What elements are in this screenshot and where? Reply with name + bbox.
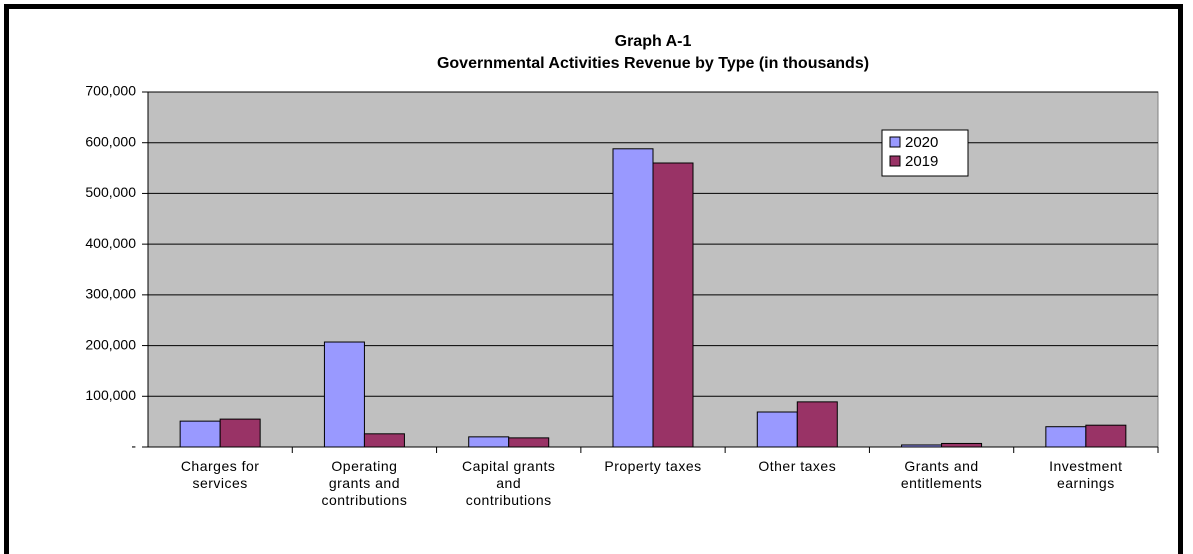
legend-swatch xyxy=(889,136,901,148)
bar xyxy=(468,436,510,448)
bar xyxy=(652,162,694,448)
legend-swatch xyxy=(889,155,901,167)
y-tick-label: 500,000 xyxy=(85,184,136,200)
bar xyxy=(612,148,654,448)
y-tick-label: 700,000 xyxy=(85,83,136,99)
y-tick-label: 300,000 xyxy=(85,286,136,302)
legend-label: 2019 xyxy=(905,153,938,170)
x-tick-label: Grants and entitlements xyxy=(900,458,983,491)
y-tick-label: 400,000 xyxy=(85,235,136,251)
bar xyxy=(756,411,798,448)
x-tick-label: Property taxes xyxy=(604,458,702,474)
chart-title: Graph A-1 xyxy=(615,33,692,50)
frame xyxy=(4,4,1183,554)
y-tick-label: - xyxy=(131,438,136,454)
bar xyxy=(901,444,943,448)
y-tick-label: 200,000 xyxy=(85,336,136,352)
bar xyxy=(508,437,550,448)
bar xyxy=(179,420,221,448)
bar xyxy=(363,433,405,448)
x-tick-label: Charges for services xyxy=(180,458,260,491)
chart-subtitle: Governmental Activities Revenue by Type … xyxy=(437,55,869,72)
bar xyxy=(219,418,261,448)
bar xyxy=(323,341,365,448)
x-tick-label: Investment earnings xyxy=(1049,458,1123,491)
legend-label: 2020 xyxy=(905,134,938,151)
y-tick-label: 600,000 xyxy=(85,133,136,149)
bar xyxy=(1085,424,1127,448)
bar xyxy=(941,442,983,448)
x-tick-label: Operating grants and contributions xyxy=(321,458,408,508)
x-tick-label: Other taxes xyxy=(758,458,837,474)
x-tick-label: Capital grants and contributions xyxy=(462,458,556,508)
bar xyxy=(796,401,838,448)
bar xyxy=(1045,426,1087,448)
y-tick-label: 100,000 xyxy=(85,387,136,403)
